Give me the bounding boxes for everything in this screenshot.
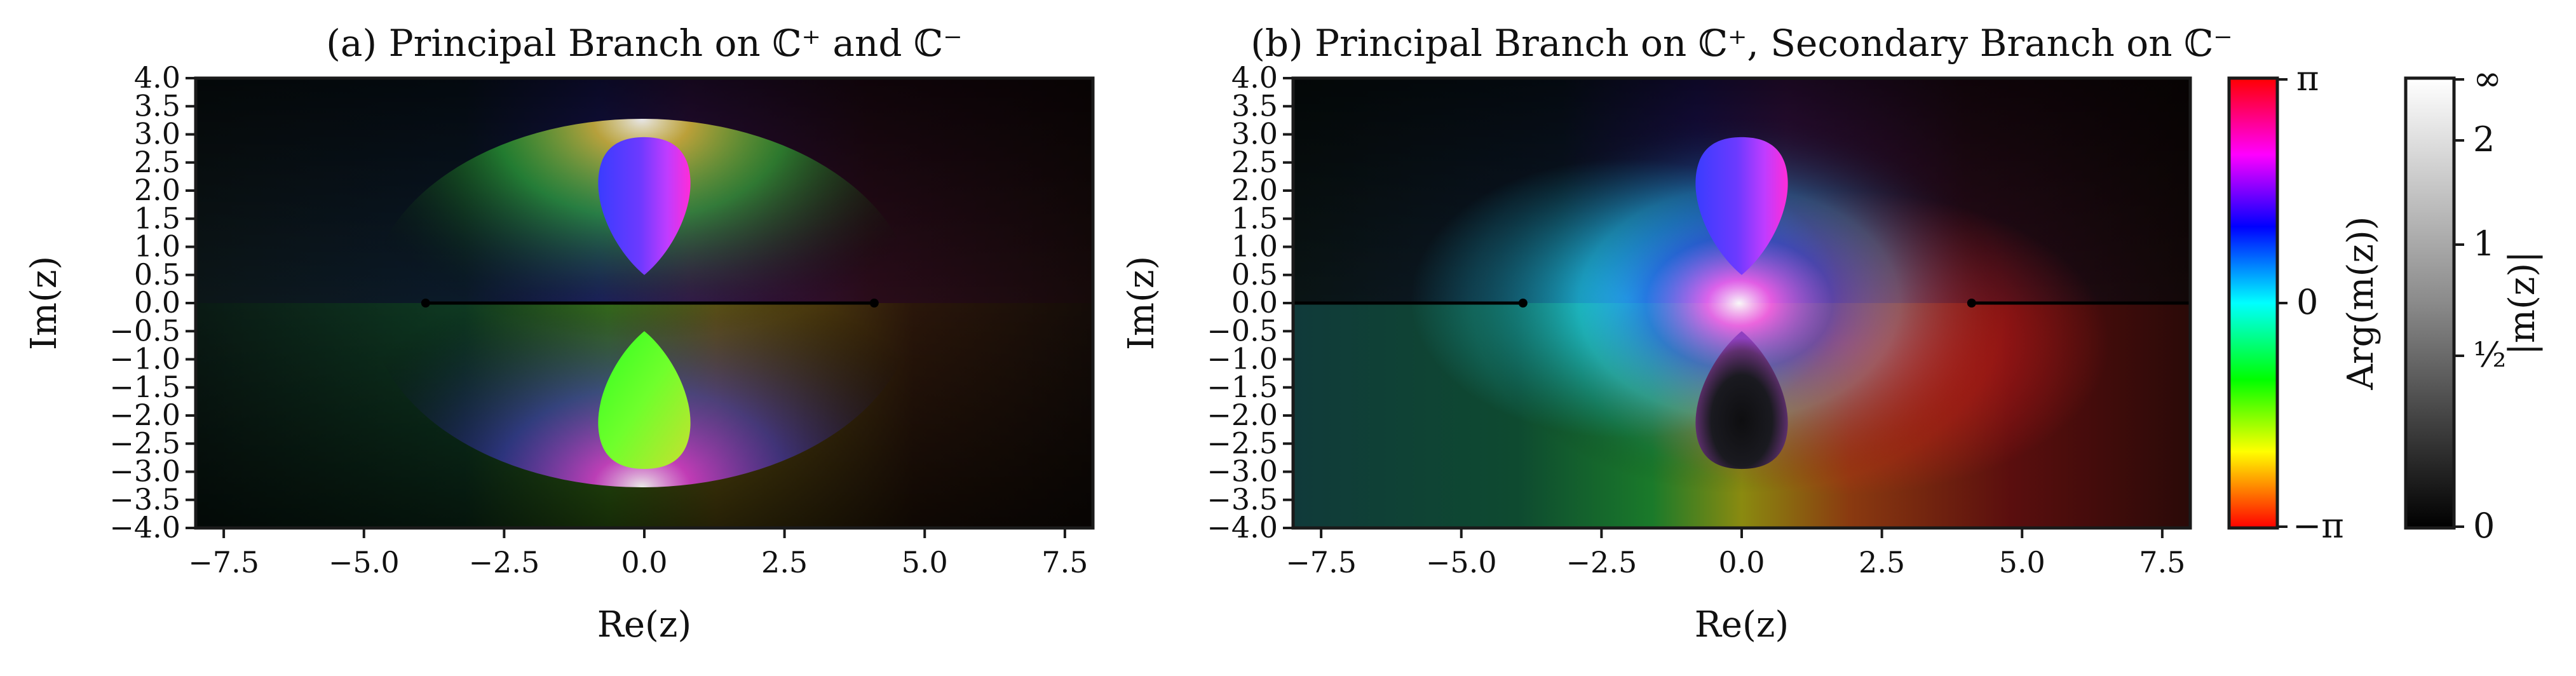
colorbar-arg-ticklabel-neg-pi: −π: [2293, 506, 2344, 546]
x-tick-label: −7.5: [188, 545, 259, 579]
panel-b-lower-lobe: [1695, 331, 1788, 470]
panel-b-branch-cuts: [1293, 299, 2190, 308]
y-tick-label: −2.0: [1207, 398, 1278, 432]
y-tick-label: −0.5: [109, 313, 180, 348]
y-tick-label: 2.5: [134, 145, 180, 179]
x-tick-label: −5.0: [1426, 545, 1497, 579]
y-tick-label: −1.0: [1207, 342, 1278, 376]
x-tick-label: 0.0: [621, 545, 667, 579]
panel-b: −7.5 −5.0 −2.5 0.0 2.5 5.0 7.5 4.03.53.02.52.0…: [1121, 22, 2233, 646]
y-tick-label: 3.5: [134, 88, 180, 123]
y-tick-label: 2.0: [1231, 173, 1278, 207]
panel-b-title: (b) Principal Branch on ℂ⁺, Secondary Br…: [1251, 22, 2233, 65]
panel-b-xticks: −7.5 −5.0 −2.5 0.0 2.5 5.0 7.5: [1285, 528, 2185, 579]
y-tick-label: −0.5: [1207, 313, 1278, 348]
y-tick-label: 4.0: [134, 60, 180, 95]
branch-point-marker: [421, 299, 430, 308]
y-tick-label: 0.0: [134, 285, 180, 320]
colorbar-arg-gradient: [2229, 78, 2277, 528]
x-tick-label: 2.5: [1859, 545, 1905, 579]
y-tick-label: −1.5: [1207, 370, 1278, 404]
y-tick-label: −1.0: [109, 342, 180, 376]
y-tick-label: −4.0: [1207, 510, 1278, 544]
panel-b-heatmap: [1293, 78, 2190, 528]
y-tick-label: 1.5: [134, 201, 180, 235]
branch-point-marker: [869, 299, 879, 308]
y-tick-label: −2.5: [1207, 426, 1278, 460]
y-tick-label: 4.0: [1231, 60, 1278, 95]
y-tick-label: −3.0: [1207, 454, 1278, 489]
colorbar-arg-ticklabel-zero: 0: [2296, 282, 2318, 322]
colorbar-abs-gradient: [2406, 78, 2454, 528]
y-tick-label: 0.5: [1231, 257, 1278, 292]
panel-a-upper-lobe: [598, 137, 691, 275]
panel-b-ylabel: Im(z): [1121, 256, 1162, 350]
colorbar-abs-ticklabel-1: 1: [2473, 224, 2495, 264]
panel-b-center-glow: [1472, 112, 2006, 494]
colorbar-arg: π 0 −π Arg(m(z)): [2227, 58, 2382, 546]
y-tick-label: −2.5: [109, 426, 180, 460]
y-tick-label: 1.0: [1231, 229, 1278, 264]
panel-a-yticks: 4.03.53.02.52.01.51.00.50.0−0.5−1.0−1.5−…: [109, 60, 196, 544]
panel-b-yticks: 4.03.53.02.52.01.51.00.50.0−0.5−1.0−1.5−…: [1207, 60, 1293, 544]
panel-a-xlabel: Re(z): [597, 604, 692, 646]
y-tick-label: 3.5: [1231, 88, 1278, 123]
panel-a-branch-cuts: [421, 299, 879, 308]
colorbar-abs-ticklabel-0: 0: [2473, 506, 2495, 546]
y-tick-label: 0.5: [134, 257, 180, 292]
colorbar-abs-ticklabel-inf: ∞: [2473, 58, 2502, 98]
y-tick-label: 1.5: [1231, 201, 1278, 235]
y-tick-label: −2.0: [109, 398, 180, 432]
y-tick-label: −1.5: [109, 370, 180, 404]
colorbar-abs-frame: [2404, 76, 2456, 530]
x-tick-label: 5.0: [1999, 545, 2045, 579]
x-tick-label: −5.0: [329, 545, 400, 579]
y-tick-label: 1.0: [134, 229, 180, 264]
panel-a: −7.5 −5.0 −2.5 0.0 2.5 5.0 7.5 4.03.53.02.52.0…: [24, 22, 1095, 646]
colorbar-arg-ticklabel-pi: π: [2296, 58, 2319, 98]
panel-a-xticks: −7.5 −5.0 −2.5 0.0 2.5 5.0 7.5: [188, 528, 1088, 579]
y-tick-label: 3.0: [1231, 117, 1278, 151]
x-tick-label: 5.0: [902, 545, 948, 579]
y-tick-label: −3.5: [1207, 482, 1278, 517]
panel-a-ylabel: Im(z): [24, 256, 65, 350]
branch-point-marker: [1967, 299, 1976, 308]
colorbar-abs-label: |m(z)|: [2502, 251, 2543, 355]
y-tick-label: 2.5: [1231, 145, 1278, 179]
panel-b-xlabel: Re(z): [1695, 604, 1789, 646]
y-tick-label: −3.0: [109, 454, 180, 489]
panel-b-upper-lobe: [1695, 137, 1788, 275]
x-tick-label: 2.5: [761, 545, 808, 579]
colorbar-abs: ∞ 2 1 ½ 0 |m(z)|: [2404, 58, 2543, 546]
panel-a-title: (a) Principal Branch on ℂ⁺ and ℂ⁻: [326, 22, 962, 65]
y-tick-label: 2.0: [134, 173, 180, 207]
x-tick-label: 7.5: [2139, 545, 2185, 579]
colorbar-arg-label: Arg(m(z)): [2340, 216, 2382, 390]
x-tick-label: 0.0: [1718, 545, 1765, 579]
y-tick-label: 0.0: [1231, 285, 1278, 320]
y-tick-label: −3.5: [109, 482, 180, 517]
y-tick-label: 3.0: [134, 117, 180, 151]
branch-point-marker: [1518, 299, 1528, 308]
colorbar-abs-ticklabel-half: ½: [2473, 335, 2506, 375]
panel-a-lower-lobe: [598, 331, 691, 470]
x-tick-label: −7.5: [1285, 545, 1357, 579]
y-tick-label: −4.0: [109, 510, 180, 544]
x-tick-label: −2.5: [469, 545, 540, 579]
x-tick-label: −2.5: [1566, 545, 1637, 579]
x-tick-label: 7.5: [1041, 545, 1088, 579]
colorbar-abs-ticklabel-2: 2: [2473, 119, 2495, 159]
